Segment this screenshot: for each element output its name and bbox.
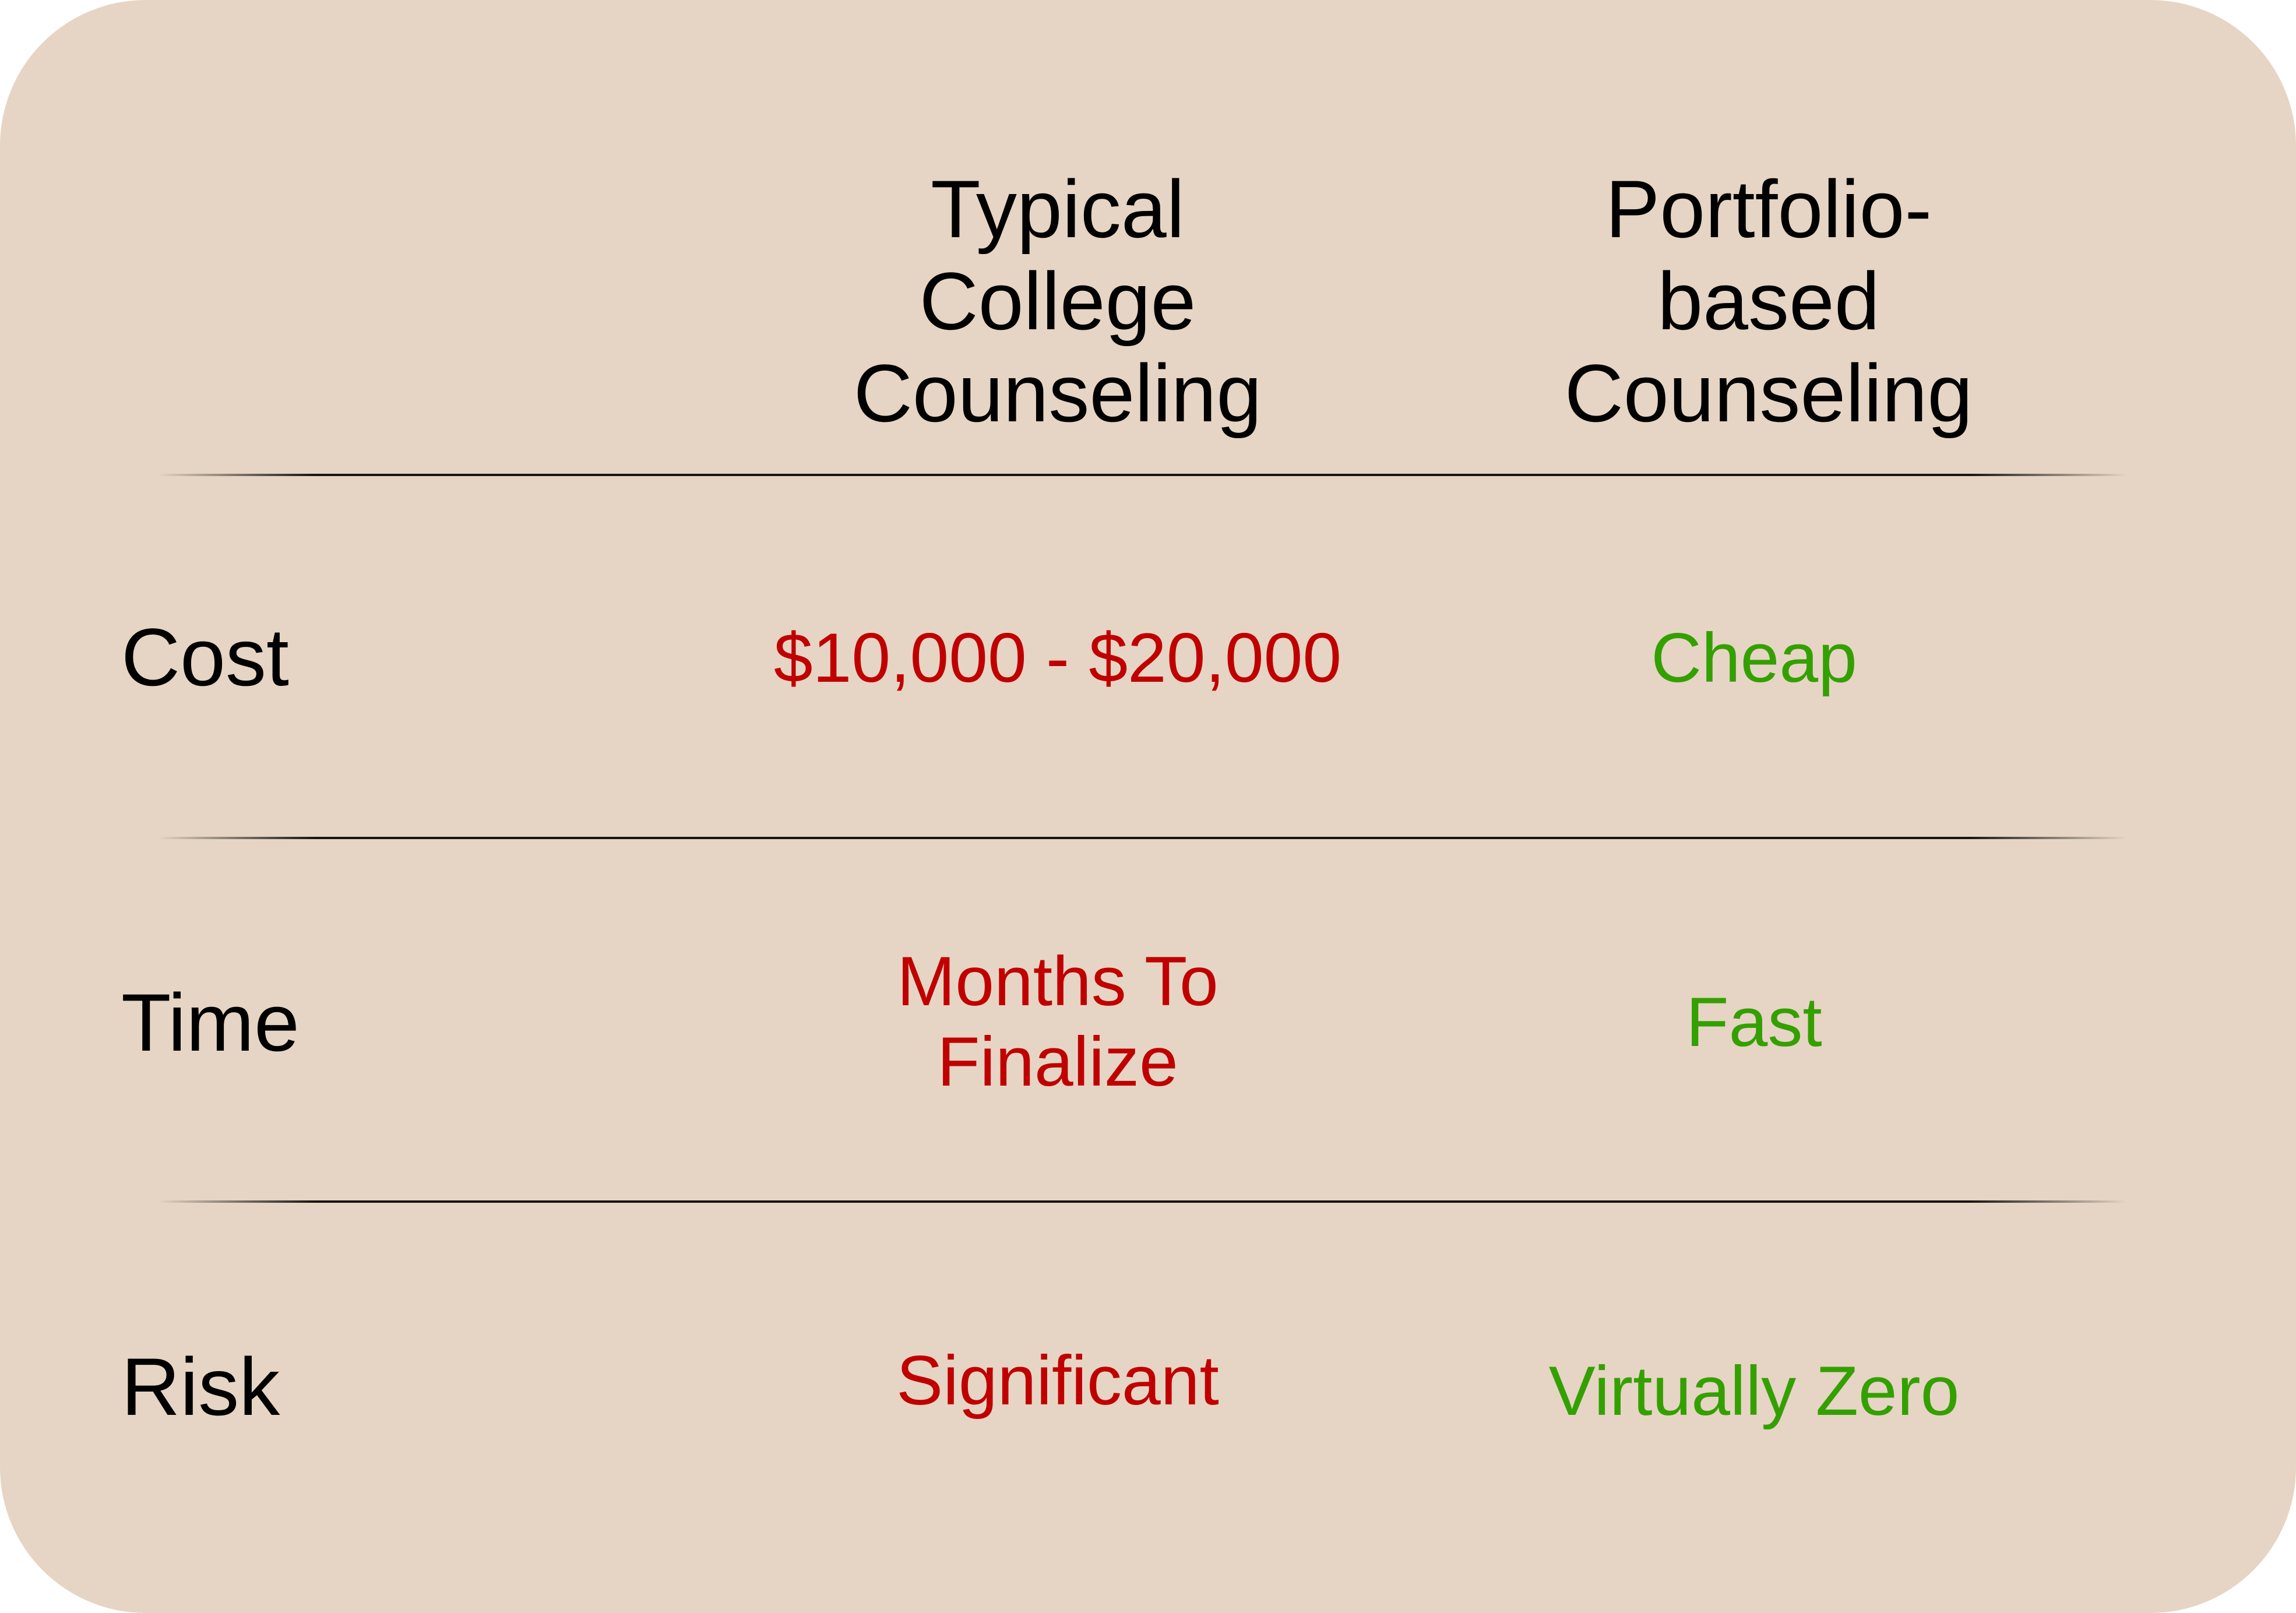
time-typical-value: Months To Finalize [897,942,1219,1101]
divider-cost-time [157,837,2127,839]
header-typical-college-counseling: Typical College Counseling [853,163,1262,439]
row-label-time: Time [121,977,300,1068]
risk-typical-value: Significant [896,1341,1219,1420]
risk-portfolio-value: Virtually Zero [1548,1352,1960,1430]
row-label-cost: Cost [121,611,289,703]
divider-time-risk [157,1200,2127,1203]
time-portfolio-value: Fast [1686,983,1822,1061]
divider-header [157,474,2127,476]
cost-portfolio-value: Cheap [1651,619,1857,697]
header-portfolio-based-counseling: Portfolio- based Counseling [1564,163,1973,439]
row-label-risk: Risk [121,1341,280,1432]
cost-typical-value: $10,000 - $20,000 [773,619,1342,697]
